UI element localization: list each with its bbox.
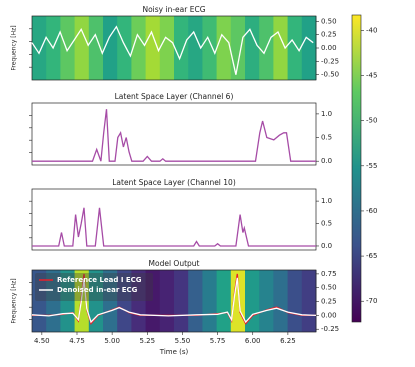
x-tick-label: 4.75	[69, 337, 85, 345]
heatmap-cell	[188, 16, 203, 80]
heatmap-cell	[245, 270, 260, 332]
heatmap-cell	[301, 270, 317, 332]
heatmap-cell	[174, 270, 189, 332]
x-axis-label: Time (s)	[159, 348, 189, 356]
y-axis-label: Frequency [Hz]	[11, 278, 18, 323]
panel-title: Noisy in-ear ECG	[142, 5, 205, 14]
heatmap-cell	[202, 270, 218, 332]
heatmap-cell	[117, 270, 132, 332]
y-tick-label: 1.0	[321, 197, 332, 205]
y-tick-label: 0.00	[321, 311, 337, 319]
heatmap-cell	[117, 16, 132, 80]
heatmap-cell	[88, 16, 104, 80]
legend-label: Denoised in-ear ECG	[57, 286, 138, 294]
legend-box	[35, 273, 153, 301]
heatmap-cell	[287, 16, 303, 80]
x-tick-label: 6.25	[280, 337, 296, 345]
axes-frame	[31, 188, 317, 251]
series-line	[31, 277, 317, 324]
series-line	[32, 207, 316, 247]
x-tick-label: 5.75	[210, 337, 226, 345]
heatmap-cell	[245, 16, 260, 80]
colorbar-tick-label: -60	[366, 207, 377, 215]
heatmap-cell	[174, 16, 189, 80]
y-tick-label: -0.25	[321, 57, 339, 65]
y-tick-label: 0.5	[321, 134, 332, 142]
y-tick-label: -0.25	[321, 325, 339, 333]
heatmap-cell	[131, 270, 147, 332]
x-tick-label: 5.00	[104, 337, 120, 345]
heatmap-cell	[301, 16, 317, 80]
y-tick-label: -0.50	[321, 71, 339, 79]
heatmap-cell	[60, 16, 76, 80]
heatmap-cell	[131, 16, 147, 80]
heatmap-cell	[74, 16, 90, 80]
series-line	[31, 25, 314, 75]
y-tick-label: 0.75	[321, 270, 337, 278]
heatmap-cell	[60, 270, 76, 332]
heatmap-cell	[159, 270, 175, 332]
x-tick-label: 5.50	[175, 337, 191, 345]
heatmap-cell	[103, 16, 118, 80]
heatmap-cell	[145, 16, 161, 80]
heatmap-cell	[216, 16, 232, 80]
x-tick-label: 5.25	[139, 337, 155, 345]
panel-title: Model Output	[149, 259, 200, 268]
colorbar-tick-label: -40	[366, 26, 377, 34]
y-tick-label: 0.50	[321, 17, 337, 25]
heatmap-cell	[88, 270, 104, 332]
heatmap-cell	[273, 270, 289, 332]
series-line	[32, 109, 316, 162]
heatmap-cell	[32, 270, 47, 332]
heatmap-cell	[145, 270, 161, 332]
heatmap-cell	[103, 270, 118, 332]
y-tick-label: 0.50	[321, 284, 337, 292]
y-tick-label: 0.5	[321, 220, 332, 228]
heatmap-cell	[188, 270, 203, 332]
heatmap-cell	[230, 16, 246, 80]
y-tick-label: 0.25	[321, 31, 337, 39]
x-tick-label: 4.50	[34, 337, 50, 345]
y-tick-label: 1.0	[321, 110, 332, 118]
colorbar-tick-label: -65	[366, 252, 377, 260]
x-tick-label: 6.00	[245, 337, 261, 345]
heatmap-cell	[46, 270, 61, 332]
colorbar	[351, 14, 362, 323]
heatmap-cell	[216, 270, 232, 332]
panel-title: Latent Space Layer (Channel 10)	[112, 178, 236, 187]
heatmap-cell	[159, 16, 175, 80]
colorbar-tick-label: -70	[366, 297, 377, 305]
heatmap-cell	[259, 270, 274, 332]
heatmap-cell	[287, 270, 303, 332]
y-tick-label: 0.00	[321, 44, 337, 52]
y-tick-label: 0.0	[321, 157, 332, 165]
axes-frame	[31, 102, 317, 166]
colorbar-tick-label: -50	[366, 117, 377, 125]
y-axis-label: Frequency [Hz]	[11, 25, 18, 70]
y-tick-label: 0.25	[321, 298, 337, 306]
panel-title: Latent Space Layer (Channel 6)	[115, 92, 234, 101]
axes-frame	[31, 269, 317, 333]
colorbar-tick-label: -45	[366, 71, 377, 79]
heatmap-cell	[202, 16, 218, 80]
y-tick-label: 0.0	[321, 242, 332, 250]
colorbar-tick-label: -55	[366, 162, 377, 170]
heatmap-cell	[32, 16, 47, 80]
legend-label: Reference Lead I ECG	[57, 276, 142, 284]
